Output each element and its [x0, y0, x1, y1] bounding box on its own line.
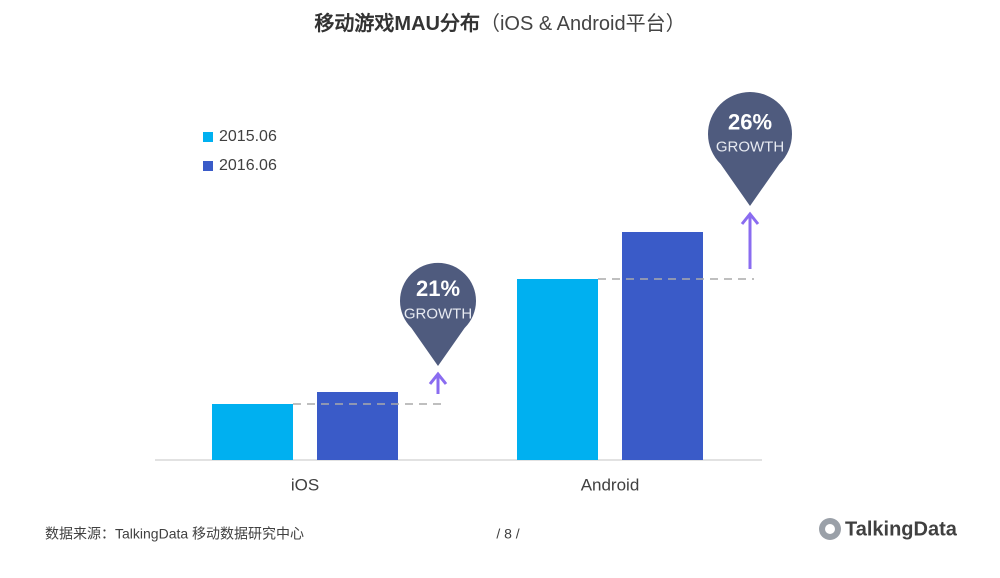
growth-pin [400, 262, 476, 366]
bar [517, 279, 598, 460]
legend-label: 2016.06 [219, 157, 277, 174]
legend-label: 2015.06 [219, 128, 277, 145]
footer-source: 数据来源：TalkingData 移动数据研究中心 [45, 526, 304, 542]
bar [212, 404, 293, 460]
chart-title-group: 移动游戏MAU分布（iOS & Android平台） [314, 11, 685, 35]
legend-swatch [203, 132, 213, 142]
page-number: / 8 / [496, 526, 519, 542]
logo: TalkingData [819, 518, 958, 540]
chart-title: 移动游戏MAU分布 [314, 11, 480, 35]
growth-arrow [428, 371, 448, 394]
growth-value: 26% [728, 109, 772, 134]
logo-text: TalkingData [845, 518, 958, 540]
bar [317, 392, 398, 460]
x-tick-label: Android [581, 475, 640, 494]
legend-swatch [203, 161, 213, 171]
growth-text: GROWTH [404, 305, 472, 322]
logo-icon-inner [825, 524, 835, 534]
growth-text: GROWTH [716, 139, 784, 156]
growth-arrow [740, 211, 760, 269]
growth-pin [708, 92, 793, 206]
x-tick-label: iOS [291, 475, 319, 494]
chart-subtitle: （iOS & Android平台） [480, 12, 686, 35]
growth-value: 21% [416, 276, 460, 301]
bar [622, 232, 703, 460]
